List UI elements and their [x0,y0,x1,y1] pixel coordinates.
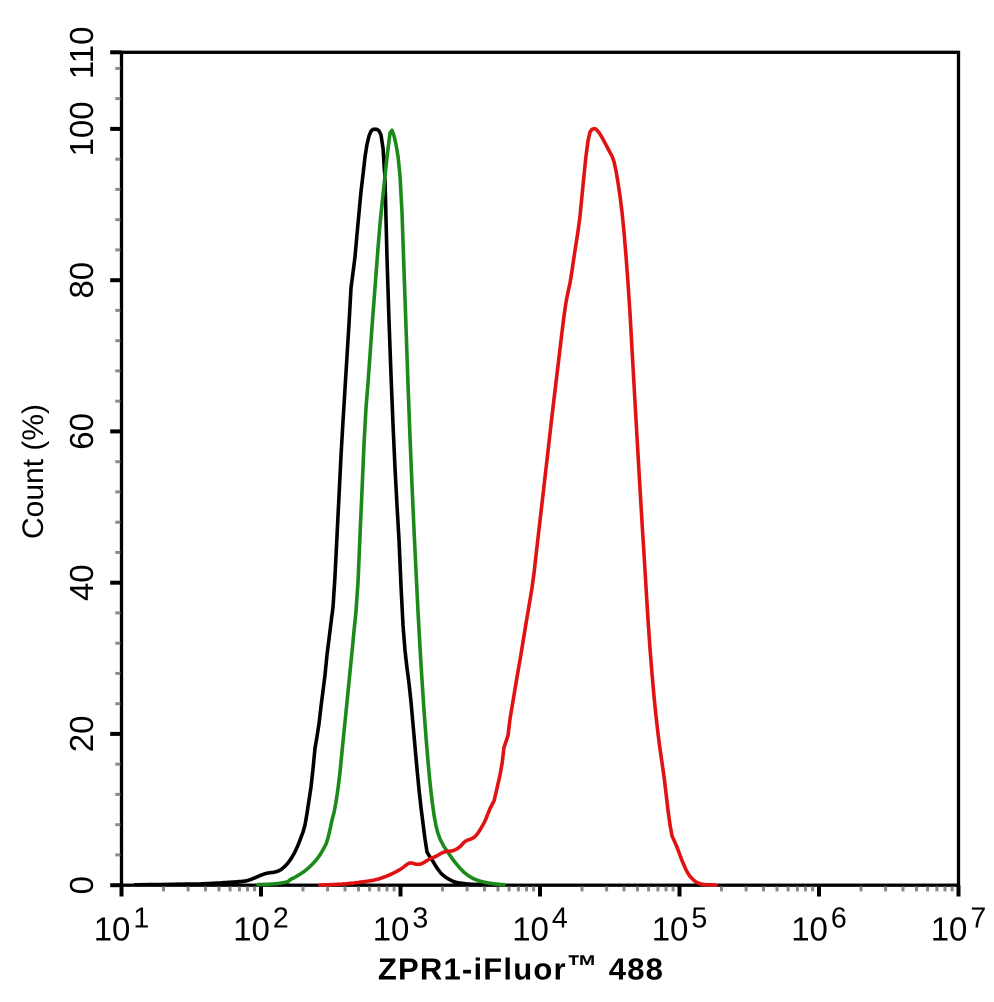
svg-text:5: 5 [691,902,707,934]
svg-text:2: 2 [273,902,289,934]
svg-text:10: 10 [94,911,131,948]
svg-text:60: 60 [63,413,100,450]
svg-text:6: 6 [831,902,847,934]
svg-text:20: 20 [63,716,100,753]
svg-text:4: 4 [552,902,568,934]
svg-text:10: 10 [652,911,689,948]
svg-text:100: 100 [63,101,100,156]
svg-text:0: 0 [63,876,100,894]
svg-text:ZPR1-iFluor™ 488: ZPR1-iFluor™ 488 [378,948,664,986]
svg-text:Count (%): Count (%) [17,404,50,539]
svg-text:80: 80 [63,262,100,299]
svg-text:110: 110 [63,26,100,79]
svg-text:10: 10 [373,911,410,948]
svg-text:3: 3 [412,902,428,934]
svg-text:7: 7 [970,902,986,934]
svg-text:10: 10 [512,911,549,948]
svg-text:40: 40 [63,564,100,601]
svg-text:10: 10 [931,911,968,948]
svg-text:10: 10 [233,911,270,948]
svg-text:10: 10 [791,911,828,948]
svg-text:1: 1 [133,902,149,934]
